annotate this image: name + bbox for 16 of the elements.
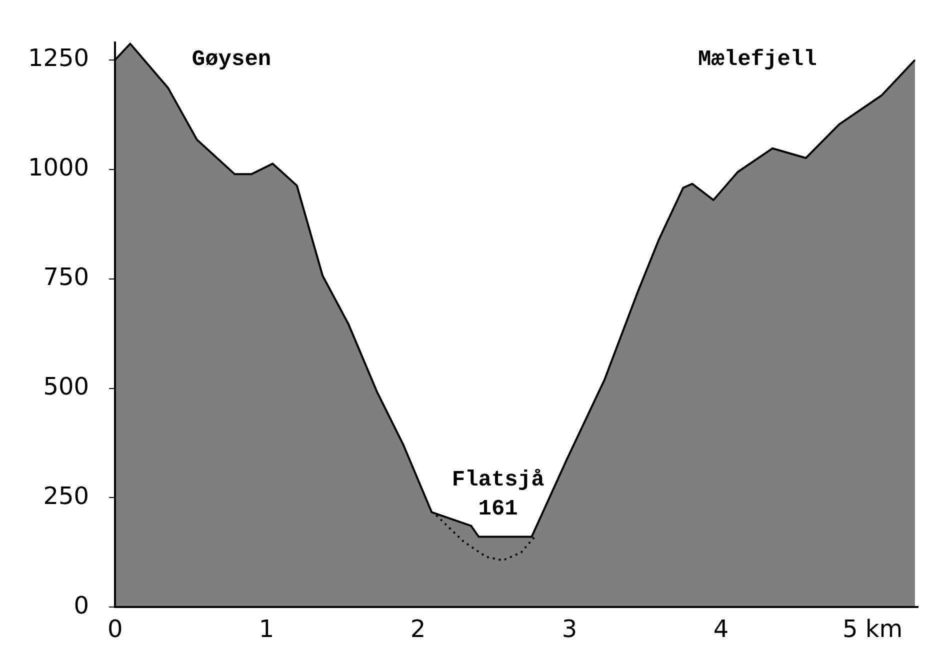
y-tick-label: 1000: [28, 154, 90, 182]
y-tick-label: 250: [43, 482, 90, 510]
y-tick-label: 1250: [28, 44, 90, 72]
annotation: 161: [478, 496, 518, 522]
x-tick-label: 2: [410, 614, 426, 643]
y-tick-label: 0: [74, 591, 90, 620]
annotation: Gøysen: [192, 46, 272, 72]
y-tick-label: 500: [43, 372, 90, 401]
x-tick-label: 0: [107, 614, 123, 643]
x-tick-label: 4: [713, 614, 729, 643]
x-tick-label: 5 km: [842, 614, 903, 643]
annotation: Flatsjå: [452, 468, 544, 493]
x-tick-label: 3: [562, 614, 578, 643]
x-tick-label: 1: [258, 614, 274, 643]
annotation: Mælefjell: [698, 46, 817, 72]
y-tick-label: 750: [43, 263, 90, 292]
